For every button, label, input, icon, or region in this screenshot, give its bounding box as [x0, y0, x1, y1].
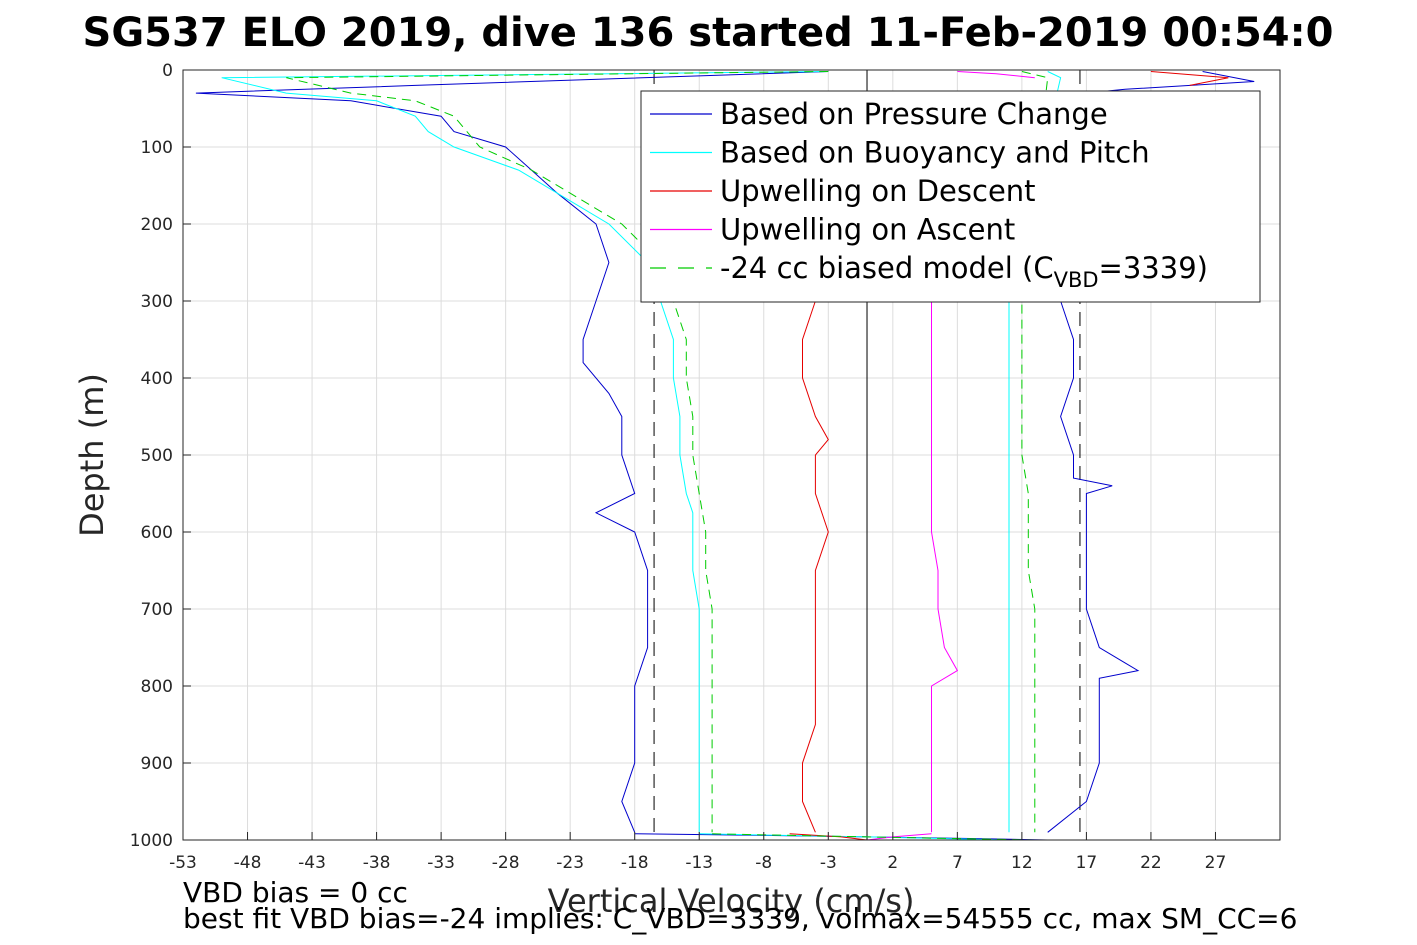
series-line-0 — [195, 71, 829, 833]
x-axis-ticks: -53 -48 -43 -38 -33 -28 -23 -18 -13 -8 -3 2 7 12 17 22 2… — [169, 832, 1226, 873]
x-tick-label: 22 — [1140, 853, 1162, 873]
y-tick-label: 300 — [141, 292, 173, 312]
legend-box — [640, 90, 1261, 303]
legend-label: Upwelling on Ascent — [720, 213, 1015, 247]
y-tick-label: 200 — [141, 215, 173, 235]
legend-label-suffix: =3339) — [1099, 251, 1208, 285]
series-line-1 — [221, 71, 829, 833]
x-tick-label: 2 — [887, 853, 898, 873]
series-line-3 — [931, 301, 959, 833]
y-tick-label: 1000 — [130, 831, 173, 851]
y-tick-label: 700 — [141, 600, 173, 620]
x-tick-label: 12 — [1011, 853, 1033, 873]
y-tick-label: 500 — [141, 446, 173, 466]
legend-label: Based on Buoyancy and Pitch — [720, 136, 1150, 170]
legend-label-text: Based on Buoyancy and Pitch — [720, 136, 1150, 170]
y-tick-label: 0 — [162, 61, 173, 81]
x-tick-label: -18 — [621, 853, 649, 873]
x-tick-label: -8 — [755, 853, 772, 873]
series-line-2 — [789, 833, 868, 841]
series-line-4 — [1021, 71, 1049, 833]
y-axis-label: Depth (m) — [73, 373, 111, 537]
vbd-bias-note: VBD bias = 0 cc — [183, 876, 408, 909]
y-tick-label: 100 — [141, 138, 173, 158]
legend-label-text: Based on Pressure Change — [720, 97, 1108, 131]
x-tick-label: -53 — [169, 853, 197, 873]
series-line-2 — [1150, 71, 1229, 86]
y-tick-label: 600 — [141, 523, 173, 543]
x-tick-label: -43 — [298, 853, 326, 873]
x-tick-label: 7 — [952, 853, 963, 873]
legend-label-text: -24 cc biased model (C — [720, 251, 1054, 285]
series-line-4 — [286, 71, 829, 833]
x-tick-label: 17 — [1076, 853, 1098, 873]
series-line-1 — [1008, 71, 1062, 833]
legend-label-text: Upwelling on Ascent — [720, 213, 1015, 247]
legend-label: Based on Pressure Change — [720, 97, 1108, 131]
chart-title: SG537 ELO 2019, dive 136 started 11-Feb-… — [83, 10, 1334, 56]
series-group — [195, 71, 1255, 841]
x-axis-label: Vertical Velocity (cm/s) — [548, 882, 915, 920]
legend-label: Upwelling on Descent — [720, 174, 1036, 208]
x-tick-label: -48 — [234, 853, 262, 873]
y-axis-ticks: 0 100 200 300 400 500 600 700 800 900 1000 — [130, 61, 191, 851]
series-line-3 — [957, 71, 1035, 79]
x-tick-label: -33 — [427, 853, 455, 873]
x-tick-label: -13 — [685, 853, 713, 873]
x-tick-label: -23 — [556, 853, 584, 873]
y-tick-label: 400 — [141, 369, 173, 389]
x-tick-label: 27 — [1205, 853, 1227, 873]
legend: Based on Pressure Change Based on Buoyanc… — [640, 90, 1261, 303]
x-tick-label: -38 — [363, 853, 391, 873]
legend-label-subscript: VBD — [1054, 268, 1099, 292]
x-tick-label: -28 — [492, 853, 520, 873]
legend-label-text: Upwelling on Descent — [720, 174, 1036, 208]
y-tick-label: 900 — [141, 754, 173, 774]
legend-label: -24 cc biased model (CVBD=3339) — [720, 251, 1208, 292]
best-fit-note: best fit VBD bias=-24 implies: C_VBD=333… — [183, 902, 1297, 935]
x-tick-label: -3 — [820, 853, 837, 873]
series-line-2 — [802, 300, 829, 833]
y-tick-label: 800 — [141, 677, 173, 697]
